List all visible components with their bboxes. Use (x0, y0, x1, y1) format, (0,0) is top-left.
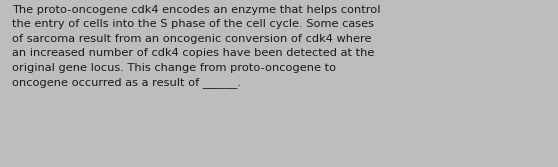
Text: The proto-oncogene cdk4 encodes an enzyme that helps control
the entry of cells : The proto-oncogene cdk4 encodes an enzym… (12, 5, 381, 88)
